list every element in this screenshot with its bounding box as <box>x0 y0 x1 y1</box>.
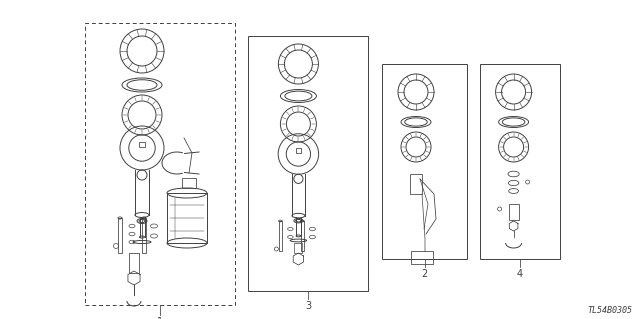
Text: TL54B0305: TL54B0305 <box>587 306 632 315</box>
Bar <box>118 218 122 253</box>
Bar <box>139 142 145 146</box>
Bar <box>301 221 304 251</box>
Bar <box>509 204 518 220</box>
Bar <box>167 193 207 243</box>
Bar <box>182 178 196 188</box>
Bar <box>142 218 146 253</box>
Bar <box>85 23 235 305</box>
Bar <box>294 243 302 253</box>
Bar <box>279 221 282 251</box>
Bar <box>410 174 422 194</box>
Bar <box>129 253 139 273</box>
Text: 3: 3 <box>305 301 311 311</box>
Bar <box>382 64 467 259</box>
Bar <box>248 36 368 291</box>
Text: 4: 4 <box>517 269 523 279</box>
Bar <box>296 148 301 152</box>
Text: 2: 2 <box>421 269 428 279</box>
Bar <box>480 64 560 259</box>
Text: 1: 1 <box>157 317 163 319</box>
Bar <box>411 251 433 264</box>
